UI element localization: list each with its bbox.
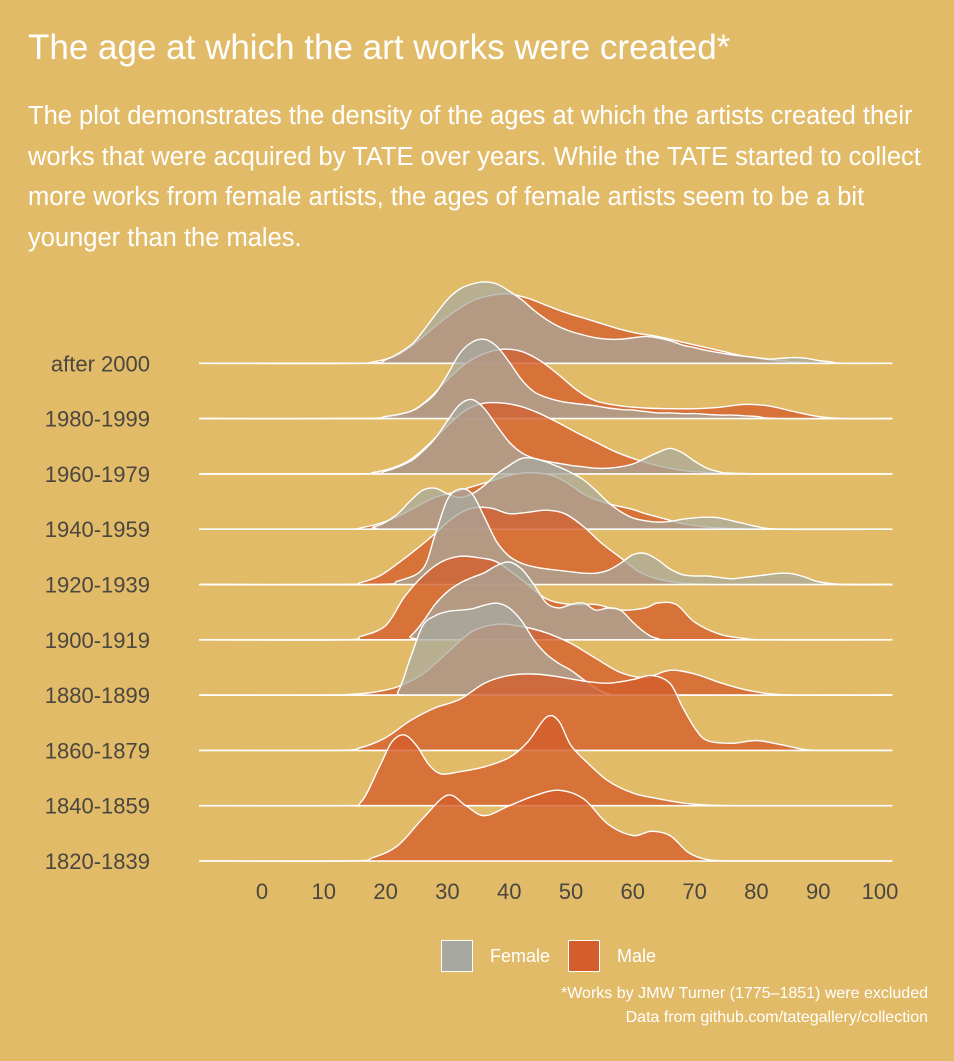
caption-note: *Works by JMW Turner (1775–1851) were ex… (561, 985, 928, 1002)
density-line-female-1960-1979 (200, 398, 893, 475)
y-tick-label: 1920-1939 (45, 573, 150, 598)
legend-item-male: Male (568, 940, 656, 972)
y-tick-label: 1980-1999 (45, 407, 150, 432)
density-line-female-after-2000 (200, 281, 893, 365)
density-area-female-after-2000 (200, 281, 893, 364)
density-area-female-1980-1999 (200, 339, 893, 419)
density-line-male-1860-1879 (200, 673, 893, 752)
legend-swatch-male (568, 940, 601, 972)
density-area-female-1900-1919 (200, 561, 893, 641)
legend-label-female: Female (490, 945, 551, 966)
x-tick-label: 20 (373, 879, 397, 904)
y-tick-label: after 2000 (51, 351, 150, 376)
x-axis-ticks: 0 10 20 30 40 50 60 70 80 90 100 (256, 879, 898, 904)
y-tick-label: 1880-1899 (45, 683, 150, 708)
density-area-female-1940-1959 (200, 457, 893, 530)
density-line-male-1900-1919 (200, 555, 893, 641)
y-tick-label: 1820-1839 (45, 849, 150, 874)
y-axis-labels: 1820-1839 1840-1859 1860-1879 1880-1899 1900… (45, 351, 150, 874)
legend-item-female: Female (441, 940, 550, 972)
caption: *Works by JMW Turner (1775–1851) were ex… (561, 982, 928, 1030)
density-area-male-1980-1999 (200, 349, 893, 419)
x-tick-label: 100 (862, 879, 899, 904)
x-tick-label: 0 (256, 879, 268, 904)
y-tick-label: 1900-1919 (45, 628, 150, 653)
x-tick-label: 60 (621, 879, 645, 904)
x-tick-label: 10 (312, 879, 336, 904)
legend-label-male: Male (617, 945, 657, 966)
density-line-female-1940-1959 (200, 457, 893, 531)
y-tick-label: 1960-1979 (45, 462, 150, 487)
caption-source: Data from github.com/tategallery/collect… (625, 1009, 928, 1026)
ridges (199, 281, 893, 862)
x-tick-label: 80 (744, 879, 768, 904)
x-tick-label: 90 (806, 879, 830, 904)
legend: Female Male (441, 940, 674, 972)
x-tick-label: 40 (497, 879, 521, 904)
x-tick-label: 70 (682, 879, 706, 904)
ridgeline-chart: 1820-1839 1840-1859 1860-1879 1880-1899 1900… (45, 281, 898, 904)
page-title: The age at which the art works were crea… (28, 28, 731, 67)
subtitle: The plot demonstrates the density of the… (28, 102, 921, 252)
density-area-male-1920-1939 (200, 507, 893, 585)
y-tick-label: 1940-1959 (45, 517, 150, 542)
density-line-female-1900-1919 (200, 561, 893, 641)
y-tick-label: 1840-1859 (45, 794, 150, 819)
density-area-male-1840-1859 (200, 715, 893, 807)
x-tick-label: 30 (435, 879, 459, 904)
legend-swatch-female (441, 940, 473, 972)
density-area-male-1860-1879 (200, 673, 893, 751)
density-line-female-1920-1939 (200, 487, 893, 586)
y-tick-label: 1860-1879 (45, 738, 150, 763)
density-area-male-1820-1839 (200, 790, 893, 862)
density-line-male-1880-1899 (200, 623, 893, 696)
x-tick-label: 50 (559, 879, 583, 904)
density-line-female-1980-1999 (200, 338, 893, 420)
density-area-male-1960-1979 (200, 402, 893, 474)
